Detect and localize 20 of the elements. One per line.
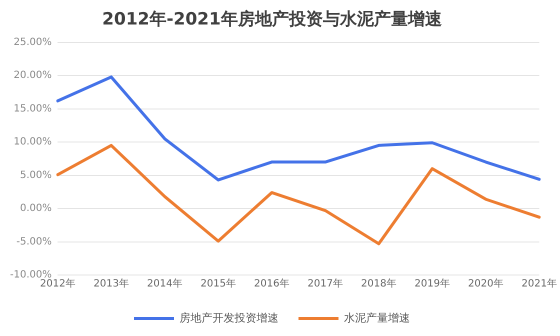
x-tick-label: 2016年 [254,278,290,290]
x-tick-label: 2015年 [200,278,236,290]
x-tick-label: 2018年 [361,278,396,290]
x-tick-label: 2020年 [468,278,504,290]
chart-title: 2012年-2021年房地产投资与水泥产量增速 [102,10,442,30]
y-tick-label: 20.00% [14,70,52,82]
x-tick-label: 2013年 [94,278,129,290]
x-tick-label: 2012年 [40,278,76,290]
y-tick-label: 10.00% [14,136,52,148]
legend-label: 水泥产量增速 [344,311,410,324]
x-tick-label: 2021年 [522,278,557,290]
legend-label: 房地产开发投资增速 [180,311,278,324]
y-tick-label: 0.00% [20,203,52,214]
y-tick-label: -5.00% [16,236,52,248]
y-tick-label: 15.00% [14,103,52,114]
x-tick-label: 2014年 [147,278,182,290]
x-tick-label: 2019年 [414,278,450,290]
y-tick-label: 25.00% [14,36,52,48]
y-tick-label: 5.00% [20,170,52,181]
x-tick-label: 2017年 [308,278,343,290]
